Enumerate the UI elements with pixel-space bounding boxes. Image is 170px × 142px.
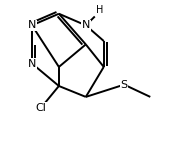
- Text: S: S: [121, 80, 128, 90]
- Text: H: H: [96, 5, 104, 15]
- Text: N: N: [82, 20, 90, 30]
- Text: N: N: [28, 20, 36, 30]
- Text: N: N: [28, 59, 36, 68]
- Text: Cl: Cl: [36, 103, 46, 113]
